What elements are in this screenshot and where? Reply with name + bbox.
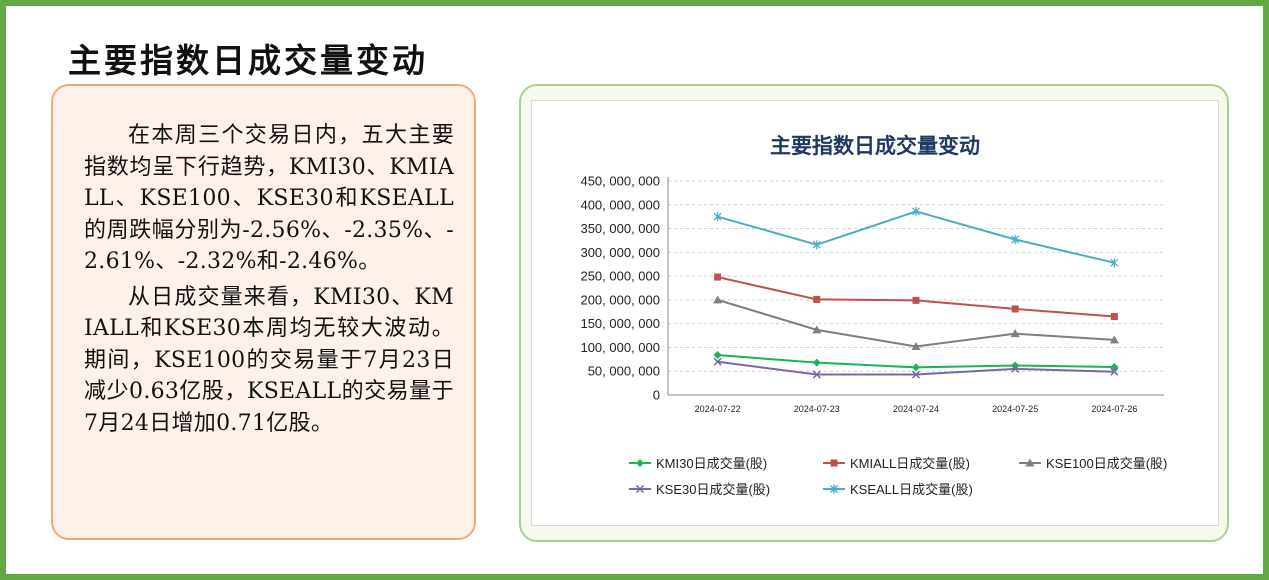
x-tick-label: 2024-07-24 <box>893 404 939 414</box>
data-point <box>636 459 644 467</box>
data-point <box>1011 305 1019 313</box>
data-point <box>912 363 920 372</box>
legend-item: KSE100日成交量(股) <box>1019 456 1167 471</box>
legend-label: KMIALL日成交量(股) <box>850 456 970 471</box>
x-tick-label: 2024-07-25 <box>992 404 1038 414</box>
legend-label: KSEALL日成交量(股) <box>850 482 973 497</box>
legend-label: KSE100日成交量(股) <box>1046 456 1167 471</box>
y-tick-label: 100, 000, 000 <box>580 340 660 355</box>
y-tick-label: 150, 000, 000 <box>580 316 660 331</box>
summary-paragraph-2: 从日成交量来看，KMI30、KMIALL和KSE30本周均无较大波动。期间，KS… <box>84 284 454 436</box>
legend-label: KMI30日成交量(股) <box>656 456 767 471</box>
data-point <box>714 273 722 281</box>
data-point <box>812 240 821 250</box>
data-point <box>812 358 821 367</box>
series-line <box>717 210 1115 264</box>
y-tick-label: 400, 000, 000 <box>580 197 660 212</box>
series-KSE100日成交量(股) <box>713 295 1119 350</box>
y-tick-label: 50, 000, 000 <box>588 364 660 379</box>
y-tick-label: 300, 000, 000 <box>580 245 660 260</box>
data-point <box>1011 364 1020 373</box>
data-point <box>830 459 838 467</box>
data-point <box>713 357 722 366</box>
page-title: 主要指数日成交量变动 <box>68 41 428 80</box>
data-point <box>1011 234 1020 244</box>
data-point <box>1110 258 1119 268</box>
data-point <box>635 484 645 494</box>
x-tick-label: 2024-07-23 <box>794 404 840 414</box>
y-tick-label: 350, 000, 000 <box>580 221 660 236</box>
chart-area: 主要指数日成交量变动 0 50, 000, 000 100, 000, 000 150… <box>531 100 1219 526</box>
data-point <box>912 296 920 304</box>
data-point <box>911 341 921 350</box>
data-point <box>912 206 920 216</box>
legend: KMI30日成交量(股) KMIALL日成交量(股) KSE100日成交量(股) KS… <box>629 456 1167 497</box>
axes: 0 50, 000, 000 100, 000, 000 150, 000, 000 2… <box>580 174 1164 414</box>
data-point <box>713 295 723 304</box>
data-point <box>713 212 722 222</box>
data-point <box>1010 329 1020 338</box>
data-point <box>830 484 838 494</box>
legend-item: KSEALL日成交量(股) <box>823 482 973 497</box>
y-tick-label: 450, 000, 000 <box>580 174 660 189</box>
data-point <box>911 370 921 379</box>
chart-title: 主要指数日成交量变动 <box>770 134 980 158</box>
legend-item: KMI30日成交量(股) <box>629 456 767 471</box>
series-line <box>717 276 1115 318</box>
data-point <box>1109 335 1119 344</box>
volume-line-chart: 主要指数日成交量变动 0 50, 000, 000 100, 000, 000 150… <box>580 134 1167 497</box>
series-KSEALL日成交量(股) <box>713 206 1119 268</box>
y-tick-label: 200, 000, 000 <box>580 292 660 307</box>
y-tick-label: 0 <box>653 388 660 403</box>
legend-item: KMIALL日成交量(股) <box>823 456 970 471</box>
data-point <box>1110 313 1118 321</box>
data-point <box>812 325 822 334</box>
series-lines <box>713 206 1119 379</box>
data-point <box>713 351 722 360</box>
legend-label: KSE30日成交量(股) <box>656 482 770 497</box>
summary-paragraph-1: 在本周三个交易日内，五大主要指数均呈下行趋势，KMI30、KMIALL、KSE1… <box>84 123 454 274</box>
legend-item: KSE30日成交量(股) <box>629 482 770 497</box>
x-tick-label: 2024-07-26 <box>1091 404 1137 414</box>
series-KMIALL日成交量(股) <box>714 273 1118 321</box>
data-point <box>813 295 821 303</box>
chart-container: 主要指数日成交量变动 0 50, 000, 000 100, 000, 000 150… <box>519 84 1229 542</box>
x-tick-label: 2024-07-22 <box>695 404 741 414</box>
data-point <box>1110 367 1119 376</box>
data-point <box>812 370 821 379</box>
series-KSE30日成交量(股) <box>713 357 1119 379</box>
y-tick-label: 250, 000, 000 <box>580 269 660 284</box>
summary-text-box: 在本周三个交易日内，五大主要指数均呈下行趋势，KMI30、KMIALL、KSE1… <box>51 84 476 540</box>
data-point <box>1025 458 1035 467</box>
